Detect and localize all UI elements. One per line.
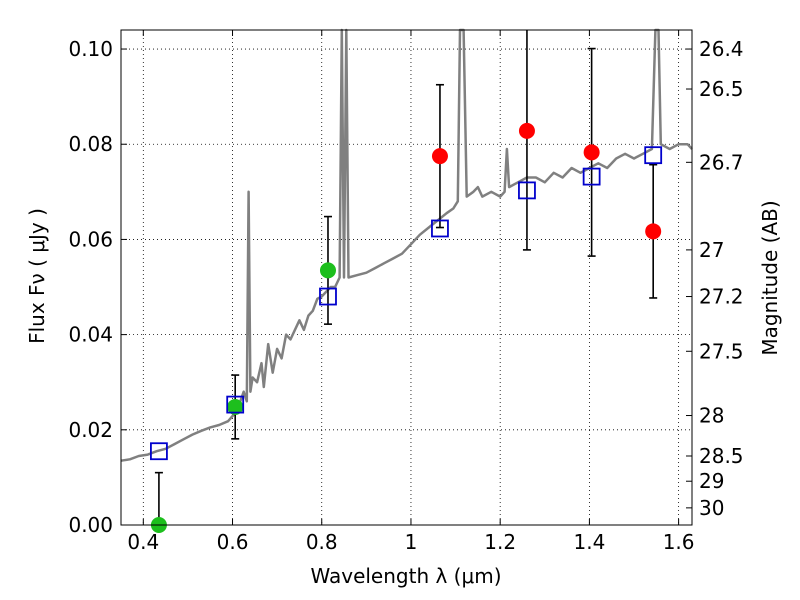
- right-axis-ticks: 26.4 26.5 26.7 27 27.2 27.5 28 28.529 30: [686, 37, 744, 520]
- model-point-square: [518, 181, 536, 200]
- x-tick-label: 1.2: [484, 530, 516, 554]
- right-tick-label: 26.7: [699, 150, 744, 174]
- model-point-square: [226, 395, 245, 414]
- plot-frame: [120, 29, 693, 526]
- y-tick-label: 0.04: [68, 323, 113, 347]
- data-point-circle: [645, 223, 662, 240]
- x-tick-label: 0.8: [306, 530, 338, 554]
- right-tick-label: 28: [699, 404, 724, 428]
- x-tick-label: 0.6: [217, 530, 249, 554]
- right-tick-label: 29: [699, 469, 724, 493]
- x-tick-label: 1.6: [663, 530, 695, 554]
- data-point-circle: [319, 262, 336, 279]
- right-tick-label: 26.4: [699, 37, 744, 61]
- y-axis-ticks: 0.00 0.02 0.04 0.06 0.08 0.10: [68, 37, 127, 537]
- data-markers: [150, 122, 663, 533]
- x-tick-label: 1: [405, 530, 418, 554]
- error-bars: [154, 30, 658, 525]
- right-tick-label: 26.5: [699, 77, 744, 101]
- grid-lines: [121, 30, 692, 526]
- y-tick-label: 0.06: [68, 227, 113, 251]
- right-tick-label: 27.2: [699, 285, 744, 309]
- x-tick-label: 0.4: [127, 530, 159, 554]
- y-tick-label: 0.00: [68, 513, 113, 537]
- right-axis-label: Magnitude (AB): [758, 200, 782, 355]
- spectrum-line: [120, 28, 693, 462]
- x-axis-label: Wavelength λ (μm): [310, 564, 501, 588]
- model-point-square: [582, 167, 601, 186]
- data-point-circle: [518, 122, 535, 139]
- x-axis-ticks: 0.4 0.6 0.8 1 1.2 1.4 1.6: [127, 30, 695, 554]
- right-tick-label: 30: [699, 496, 724, 520]
- model-point-square: [644, 146, 663, 165]
- right-tick-label: 27: [699, 238, 724, 262]
- right-tick-label: 28.5: [699, 444, 744, 468]
- data-point-circle: [431, 148, 448, 165]
- y-tick-label: 0.08: [68, 132, 113, 156]
- y-axis-label: Flux Fν ( μJy ): [25, 208, 49, 344]
- x-tick-label: 1.4: [573, 530, 605, 554]
- model-point-square: [319, 287, 337, 306]
- model-point-square: [431, 219, 449, 238]
- data-point-circle: [583, 144, 600, 161]
- y-tick-label: 0.10: [68, 37, 113, 61]
- data-point-circle: [227, 398, 244, 415]
- y-tick-label: 0.02: [68, 418, 113, 442]
- model-point-square: [150, 442, 168, 461]
- right-tick-label: 27.5: [699, 339, 744, 363]
- model-spectrum: [120, 28, 693, 462]
